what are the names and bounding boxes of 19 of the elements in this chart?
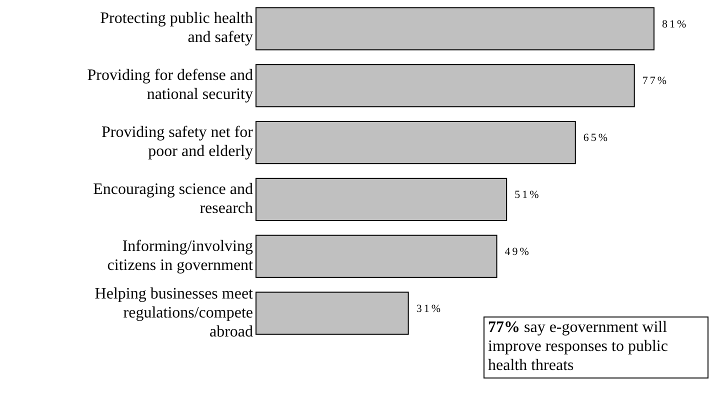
data-label: 81% [662, 18, 688, 30]
y-tick-label: Informing/involving citizens in government [107, 238, 254, 274]
data-label: 51% [514, 188, 541, 201]
bar [256, 64, 635, 108]
bar [256, 120, 576, 164]
data-label: 49% [504, 246, 531, 258]
y-tick-label: Helping businesses meet regulations/compete abroad [94, 284, 254, 340]
bar [256, 7, 654, 50]
bar [256, 292, 409, 335]
data-label: 77% [642, 75, 669, 88]
data-label: 31% [416, 302, 442, 315]
y-tick-label: Protecting public health and safety [100, 10, 253, 46]
y-tick-label: Encouraging science and research [93, 180, 253, 217]
bar [256, 178, 508, 222]
annotation: 77% say e-government will improve responses to public health threats [488, 319, 668, 374]
y-tick-label: Providing safety net for poor and elderly [101, 124, 254, 160]
data-label: 65% [583, 132, 610, 144]
y-tick-label: Providing for defense and national security [87, 66, 253, 103]
bar [256, 234, 498, 278]
